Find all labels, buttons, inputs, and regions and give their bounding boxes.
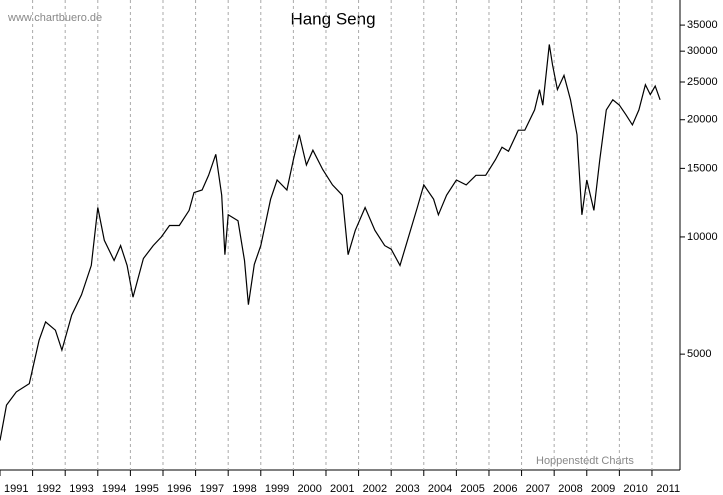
y-tick-label: 35000 <box>687 19 718 31</box>
price-line <box>0 44 661 441</box>
x-tick-label: 1998 <box>232 483 256 495</box>
x-tick-label: 2000 <box>297 483 321 495</box>
x-tick-label: 1997 <box>200 483 224 495</box>
x-tick-label: 2009 <box>591 483 615 495</box>
y-tick-label: 10000 <box>687 231 718 243</box>
x-tick-label: 1992 <box>37 483 61 495</box>
x-tick-label: 2008 <box>558 483 582 495</box>
y-tick-label: 25000 <box>687 76 718 88</box>
x-tick-label: 2005 <box>460 483 484 495</box>
x-tick-label: 1991 <box>4 483 28 495</box>
source: www.chartbuero.de <box>7 12 102 24</box>
x-tick-label: 2010 <box>623 483 647 495</box>
x-tick-label: 1999 <box>265 483 289 495</box>
plot-area <box>0 0 680 470</box>
x-tick-label: 2001 <box>330 483 354 495</box>
x-tick-label: 1996 <box>167 483 191 495</box>
chart-title: Hang Seng <box>290 9 375 28</box>
y-tick-label: 20000 <box>687 114 718 126</box>
x-tick-label: 1993 <box>69 483 93 495</box>
y-tick-label: 5000 <box>687 348 711 360</box>
x-tick-label: 2002 <box>363 483 387 495</box>
y-tick-label: 30000 <box>687 45 718 57</box>
x-tick-label: 2004 <box>428 483 452 495</box>
x-tick-label: 2011 <box>656 483 680 495</box>
y-tick-label: 15000 <box>687 162 718 174</box>
x-tick-label: 2006 <box>493 483 517 495</box>
x-tick-label: 1994 <box>102 483 126 495</box>
credit: Hoppenstedt Charts <box>536 455 634 467</box>
x-tick-label: 2007 <box>526 483 550 495</box>
x-tick-label: 1995 <box>134 483 158 495</box>
x-tick-label: 2003 <box>395 483 419 495</box>
